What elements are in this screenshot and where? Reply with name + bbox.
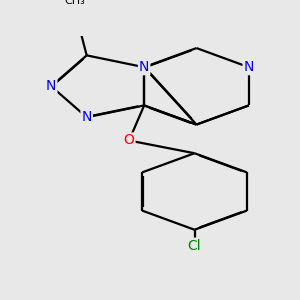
Text: O: O [124,134,134,148]
Text: N: N [139,60,149,74]
Text: N: N [82,110,92,124]
Text: Cl: Cl [188,239,201,253]
Text: CH₃: CH₃ [64,0,85,6]
Text: N: N [46,79,56,93]
Text: N: N [244,60,254,74]
